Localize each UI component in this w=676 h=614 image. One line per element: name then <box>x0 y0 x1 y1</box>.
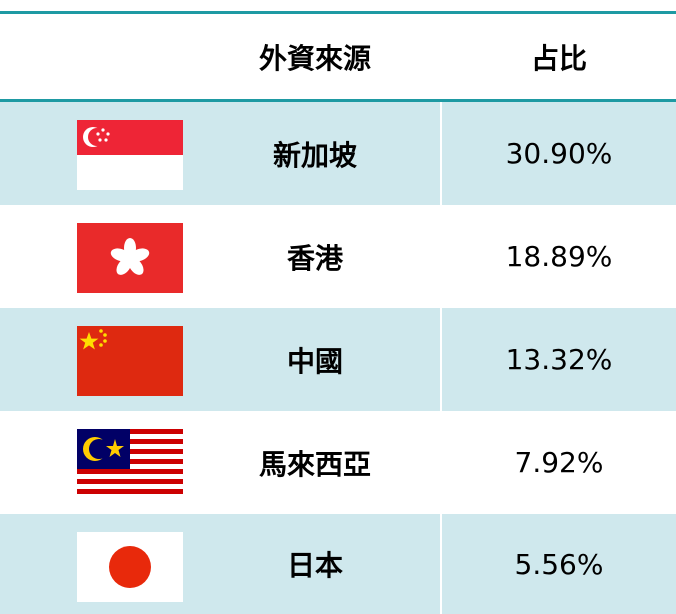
share: 18.89% <box>505 240 613 273</box>
flag-singapore <box>77 120 183 190</box>
share: 30.90% <box>505 137 613 170</box>
top-rule <box>0 11 676 14</box>
source: 香港 <box>286 241 343 275</box>
flag-hong-kong <box>77 223 183 293</box>
share: 7.92% <box>514 446 604 479</box>
share: 13.32% <box>505 343 613 376</box>
header-cell: 占比 <box>530 42 587 75</box>
flag-malaysia <box>77 429 183 499</box>
header-cell: 外資來源 <box>258 42 371 75</box>
row: 香港 18.89% <box>0 205 676 308</box>
header-rule <box>0 99 676 102</box>
row: 馬來西亞 7.92% <box>0 411 676 514</box>
source: 日本 <box>286 549 343 582</box>
flag-china <box>77 326 183 396</box>
header-row: 外資來源 占比 <box>0 14 676 100</box>
source: 中國 <box>286 344 343 378</box>
flag-japan <box>77 532 183 602</box>
row: 中國 13.32% <box>0 308 676 411</box>
share: 5.56% <box>514 547 604 581</box>
source: 馬來西亞 <box>258 447 371 481</box>
source: 新加坡 <box>272 138 357 172</box>
row: 日本 5.56% <box>0 514 676 614</box>
row: 新加坡 30.90% <box>0 102 676 205</box>
